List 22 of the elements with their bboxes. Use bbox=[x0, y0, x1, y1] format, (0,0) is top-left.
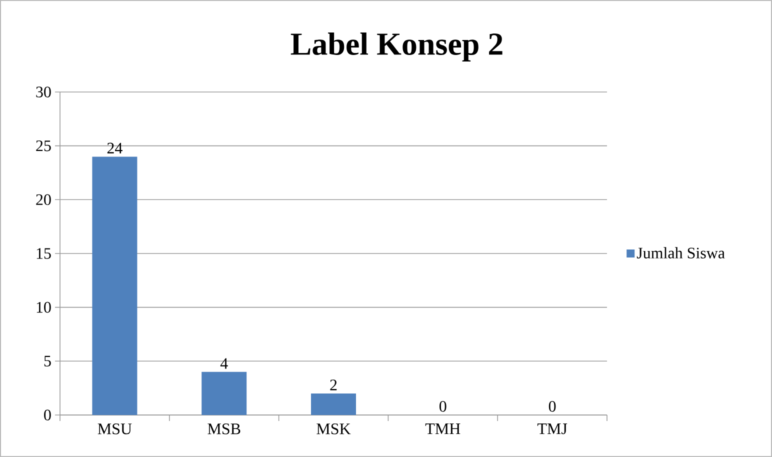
bar bbox=[311, 393, 356, 415]
y-tick-label: 5 bbox=[44, 356, 51, 366]
x-tick-label: MSU bbox=[98, 424, 132, 434]
chart-title: Label Konsep 2 bbox=[290, 32, 502, 62]
bar bbox=[202, 372, 247, 415]
y-tick-label: 0 bbox=[44, 410, 51, 420]
data-label: 0 bbox=[548, 400, 556, 412]
y-tick-label: 10 bbox=[36, 302, 51, 313]
y-tick-label: 25 bbox=[36, 140, 51, 152]
legend-label: Jumlah Siswa bbox=[636, 247, 725, 258]
y-tick-label: 30 bbox=[36, 86, 51, 98]
x-tick-label: TMH bbox=[425, 424, 460, 434]
data-label: 4 bbox=[220, 358, 228, 369]
x-tick-label: MSK bbox=[316, 424, 351, 434]
data-label: 0 bbox=[440, 400, 446, 412]
y-tick-label: 20 bbox=[36, 194, 51, 206]
data-label: 24 bbox=[107, 142, 122, 154]
bar bbox=[92, 156, 138, 415]
y-tick-label: 15 bbox=[36, 248, 51, 259]
x-tick-label: MSB bbox=[208, 424, 240, 434]
x-tick-label: TMJ bbox=[537, 424, 568, 434]
data-label: 2 bbox=[330, 380, 337, 390]
